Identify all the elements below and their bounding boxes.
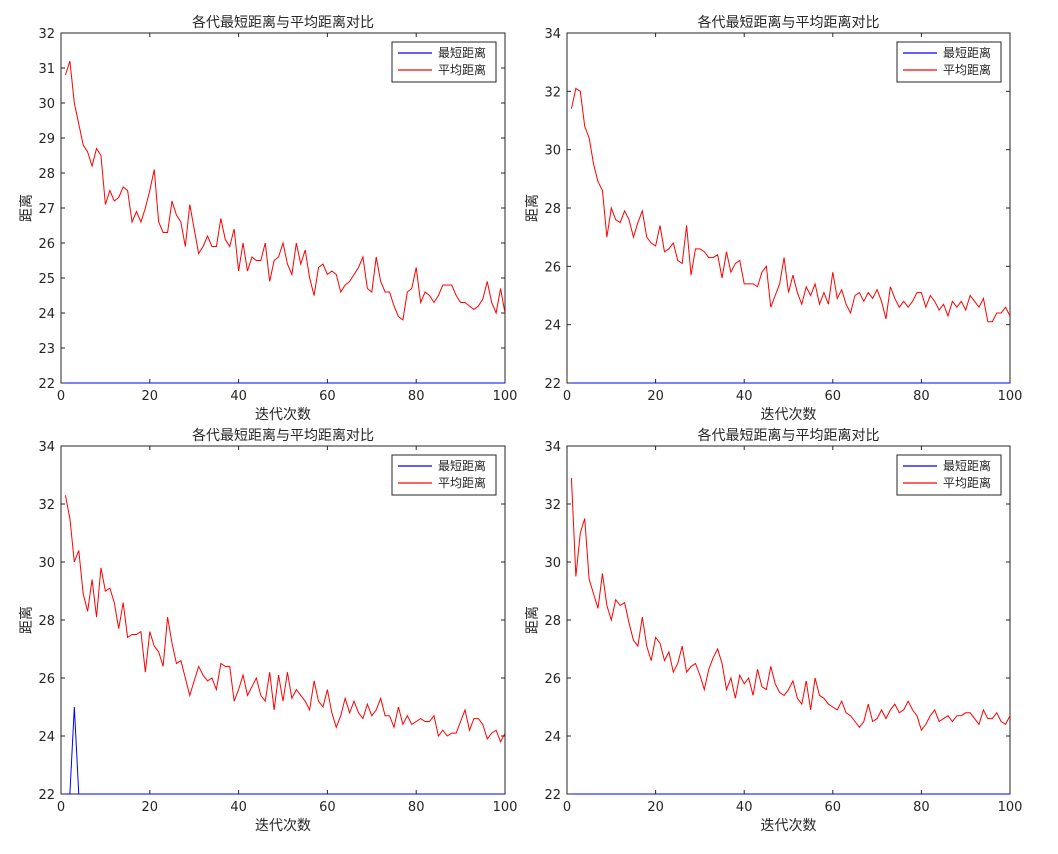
x-tick-label: 0 bbox=[563, 389, 571, 404]
legend-box bbox=[391, 454, 497, 496]
y-tick-label: 28 bbox=[38, 614, 55, 629]
legend-label: 平均距离 bbox=[438, 62, 486, 77]
x-tick-label: 20 bbox=[142, 800, 159, 815]
y-tick-label: 25 bbox=[38, 272, 55, 287]
y-axis-label: 距离 bbox=[18, 606, 35, 634]
y-tick-label: 24 bbox=[544, 319, 561, 334]
x-tick-label: 80 bbox=[913, 389, 930, 404]
chart-panel-2: 0 20 40 60 80 100 22 24 26 28 30 32 34 各代最短距离与平均距离对比迭… bbox=[524, 14, 1022, 423]
x-tick-label: 60 bbox=[319, 389, 336, 404]
x-tick-label: 20 bbox=[647, 800, 664, 815]
y-tick-label: 32 bbox=[38, 27, 55, 42]
y-tick-label: 26 bbox=[544, 260, 561, 275]
x-axis-label: 迭代次数 bbox=[255, 818, 311, 834]
chart-title: 各代最短距离与平均距离对比 bbox=[698, 14, 880, 31]
legend-label: 平均距离 bbox=[943, 62, 991, 77]
x-tick-label: 100 bbox=[493, 389, 518, 404]
y-tick-label: 34 bbox=[544, 27, 561, 42]
x-tick-label: 0 bbox=[563, 800, 571, 815]
legend-label: 平均距离 bbox=[943, 475, 991, 490]
x-tick-label: 60 bbox=[825, 389, 842, 404]
chart-title: 各代最短距离与平均距离对比 bbox=[698, 427, 880, 444]
legend-label: 最短距离 bbox=[943, 458, 991, 473]
x-tick-label: 20 bbox=[647, 389, 664, 404]
x-tick-label: 40 bbox=[230, 800, 247, 815]
plot-area-frame bbox=[60, 445, 506, 795]
x-axis-label: 迭代次数 bbox=[255, 407, 311, 423]
legend-label: 最短距离 bbox=[438, 45, 486, 60]
legend-label: 最短距离 bbox=[943, 45, 991, 60]
y-tick-label: 24 bbox=[38, 307, 55, 322]
x-tick-label: 80 bbox=[408, 389, 425, 404]
y-tick-label: 30 bbox=[544, 556, 561, 571]
series-line-average bbox=[64, 60, 505, 321]
legend-box bbox=[896, 454, 1002, 496]
y-tick-label: 22 bbox=[38, 377, 55, 392]
x-tick-label: 40 bbox=[736, 800, 753, 815]
chart-panel-4: 0 20 40 60 80 100 22 24 26 28 30 32 34 各代最短距离与平均距离对比迭… bbox=[524, 427, 1022, 834]
y-axis-label: 距离 bbox=[524, 606, 541, 634]
series-line-average bbox=[570, 87, 1010, 323]
legend-box bbox=[896, 41, 1002, 83]
x-tick-label: 100 bbox=[998, 800, 1023, 815]
y-tick-label: 22 bbox=[38, 788, 55, 803]
x-tick-label: 40 bbox=[736, 389, 753, 404]
y-tick-label: 32 bbox=[38, 498, 55, 513]
x-tick-label: 100 bbox=[493, 800, 518, 815]
y-tick-label: 34 bbox=[38, 440, 55, 455]
plot-area-frame bbox=[60, 32, 506, 384]
x-tick-label: 0 bbox=[57, 800, 65, 815]
chart-title: 各代最短距离与平均距离对比 bbox=[192, 427, 374, 444]
plot-area-frame bbox=[566, 445, 1011, 795]
y-tick-label: 26 bbox=[544, 672, 561, 687]
x-tick-label: 60 bbox=[825, 800, 842, 815]
plot-area-frame bbox=[566, 32, 1011, 384]
y-tick-label: 22 bbox=[544, 788, 561, 803]
x-tick-label: 0 bbox=[57, 389, 65, 404]
y-tick-label: 32 bbox=[544, 85, 561, 100]
series-line-average bbox=[570, 477, 1010, 732]
y-tick-label: 28 bbox=[544, 614, 561, 629]
legend-box bbox=[391, 41, 497, 83]
y-tick-label: 29 bbox=[38, 132, 55, 147]
x-tick-label: 60 bbox=[319, 800, 336, 815]
y-tick-label: 34 bbox=[544, 440, 561, 455]
y-tick-label: 32 bbox=[544, 498, 561, 513]
y-tick-label: 28 bbox=[38, 167, 55, 182]
y-tick-label: 30 bbox=[38, 97, 55, 112]
x-tick-label: 80 bbox=[408, 800, 425, 815]
chart-panel-1: 0 20 40 60 80 100 22 23 24 25 26 27 28 29 30 31 32 各代最短距离… bbox=[18, 14, 517, 423]
y-tick-label: 24 bbox=[544, 730, 561, 745]
x-axis-label: 迭代次数 bbox=[761, 407, 817, 423]
legend-label: 平均距离 bbox=[438, 475, 486, 490]
y-axis-label: 距离 bbox=[18, 194, 35, 222]
chart-panel-3: 0 20 40 60 80 100 22 24 26 28 30 32 34 各代最短距离与平均距离对比迭… bbox=[18, 427, 517, 834]
y-tick-label: 31 bbox=[38, 62, 55, 77]
y-tick-label: 26 bbox=[38, 672, 55, 687]
y-axis-label: 距离 bbox=[524, 194, 541, 222]
y-tick-label: 28 bbox=[544, 202, 561, 217]
x-tick-label: 20 bbox=[142, 389, 159, 404]
y-tick-label: 23 bbox=[38, 342, 55, 357]
y-tick-label: 30 bbox=[38, 556, 55, 571]
y-tick-label: 24 bbox=[38, 730, 55, 745]
series-line-best bbox=[65, 706, 505, 795]
series-line-average bbox=[64, 495, 505, 744]
x-tick-label: 100 bbox=[998, 389, 1023, 404]
x-tick-label: 80 bbox=[913, 800, 930, 815]
y-tick-label: 26 bbox=[38, 237, 55, 252]
y-tick-label: 30 bbox=[544, 144, 561, 159]
legend-label: 最短距离 bbox=[438, 458, 486, 473]
chart-title: 各代最短距离与平均距离对比 bbox=[192, 14, 374, 31]
y-tick-label: 27 bbox=[38, 202, 55, 217]
x-axis-label: 迭代次数 bbox=[761, 818, 817, 834]
x-tick-label: 40 bbox=[230, 389, 247, 404]
y-tick-label: 22 bbox=[544, 377, 561, 392]
